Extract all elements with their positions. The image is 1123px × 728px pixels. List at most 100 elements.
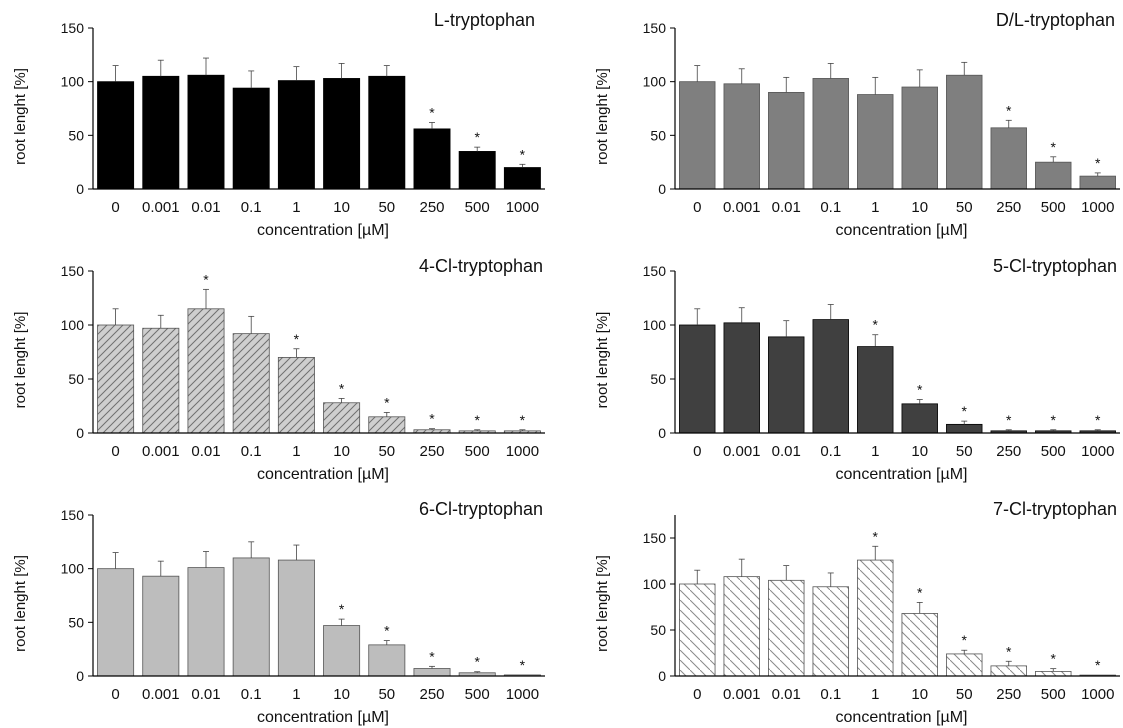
bar — [857, 346, 894, 434]
x-tick-label: 0 — [111, 686, 119, 703]
x-axis-label: concentration [µM] — [257, 709, 389, 726]
bar — [857, 559, 894, 677]
bar — [1079, 175, 1116, 190]
significance-marker: * — [474, 129, 480, 145]
significance-marker: * — [873, 528, 879, 544]
bar — [232, 557, 270, 677]
x-tick-label: 1000 — [1081, 686, 1114, 703]
bar — [679, 81, 716, 190]
y-tick-label: 0 — [658, 181, 666, 197]
x-tick-label: 250 — [996, 443, 1021, 460]
y-tick-label: 50 — [650, 127, 666, 143]
y-tick-label: 0 — [658, 668, 666, 684]
bar — [368, 416, 406, 434]
significance-marker: * — [1051, 139, 1057, 155]
x-tick-label: 0.001 — [723, 199, 761, 216]
x-tick-label: 10 — [333, 686, 350, 703]
x-tick-label: 0 — [693, 199, 701, 216]
bar — [679, 324, 716, 434]
chart-panel: 0 0.001 0.01 0.1 1 10 50 * 250 * 500 * 1000 0 50 100 150… — [594, 10, 1120, 239]
y-tick-label: 100 — [643, 576, 667, 592]
bar — [323, 78, 361, 190]
x-tick-label: 50 — [956, 199, 973, 216]
significance-marker: * — [1006, 412, 1012, 428]
bar — [413, 668, 451, 677]
x-tick-label: 500 — [465, 443, 490, 460]
x-tick-label: 500 — [1041, 443, 1066, 460]
significance-marker: * — [1095, 155, 1101, 171]
x-tick-label: 250 — [419, 199, 444, 216]
y-tick-label: 0 — [658, 425, 666, 441]
y-tick-label: 150 — [61, 20, 85, 36]
bar — [277, 356, 315, 434]
significance-marker: * — [962, 403, 968, 419]
x-tick-label: 1000 — [506, 443, 539, 460]
x-tick-label: 0.001 — [723, 686, 761, 703]
x-tick-label: 50 — [378, 199, 395, 216]
x-tick-label: 1000 — [506, 199, 539, 216]
x-tick-label: 0.01 — [772, 686, 801, 703]
x-tick-label: 0 — [693, 686, 701, 703]
x-tick-label: 0.01 — [191, 199, 220, 216]
x-tick-label: 250 — [996, 199, 1021, 216]
x-tick-label: 0.1 — [820, 686, 841, 703]
x-tick-label: 0.01 — [772, 443, 801, 460]
y-axis-label: root lenght [%] — [12, 312, 29, 409]
significance-marker: * — [1006, 102, 1012, 118]
x-tick-label: 0.01 — [772, 199, 801, 216]
significance-marker: * — [917, 382, 923, 398]
x-tick-label: 0.1 — [820, 199, 841, 216]
x-tick-label: 1 — [871, 443, 879, 460]
x-tick-label: 1000 — [1081, 199, 1114, 216]
y-axis-label: root lenght [%] — [594, 555, 611, 652]
x-tick-label: 1000 — [1081, 443, 1114, 460]
bar — [990, 665, 1027, 677]
y-tick-label: 150 — [643, 20, 667, 36]
chart-panel: 0 0.001 0.01 0.1 1 * 10 * 50 * 250 * 500 * 1000 0 50 100 1… — [12, 499, 545, 726]
x-axis-label: concentration [µM] — [836, 466, 968, 483]
bar — [97, 324, 135, 434]
x-tick-label: 0.001 — [723, 443, 761, 460]
chart-panel: 0 0.001 * 0.01 0.1 * 1 * 10 * 50 * 250 * 500 * 1000 0 50 10… — [12, 256, 545, 483]
y-tick-label: 150 — [61, 263, 85, 279]
bar — [990, 127, 1027, 190]
chart-panel: 0 0.001 0.01 0.1 1 10 50 * 250 * 500 * 1000 0 50 100 150… — [12, 10, 545, 239]
bar — [458, 151, 496, 190]
bar — [142, 327, 180, 434]
significance-marker: * — [1095, 412, 1101, 428]
x-tick-label: 0 — [111, 443, 119, 460]
x-tick-label: 0.1 — [241, 199, 262, 216]
bar — [187, 567, 225, 677]
bar — [946, 653, 983, 677]
x-tick-label: 1000 — [506, 686, 539, 703]
x-tick-label: 0.1 — [241, 443, 262, 460]
y-tick-label: 100 — [61, 317, 85, 333]
bar — [723, 83, 760, 190]
bar — [901, 403, 938, 434]
x-tick-label: 50 — [378, 443, 395, 460]
bar — [679, 583, 716, 677]
significance-marker: * — [474, 412, 480, 428]
significance-marker: * — [1095, 657, 1101, 673]
bar — [368, 644, 406, 677]
chart-panel: 0 0.001 0.01 0.1 * 1 * 10 * 50 * 250 * 500 * 1000 0 50 100… — [594, 256, 1120, 483]
chart-title: 4-Cl-tryptophan — [419, 256, 543, 276]
bar — [323, 625, 361, 677]
x-axis-label: concentration [µM] — [836, 709, 968, 726]
significance-marker: * — [429, 104, 435, 120]
bar — [946, 74, 983, 190]
x-tick-label: 50 — [956, 443, 973, 460]
bar — [1035, 161, 1072, 190]
x-tick-label: 10 — [911, 199, 928, 216]
y-tick-label: 150 — [61, 507, 85, 523]
x-tick-label: 10 — [333, 443, 350, 460]
significance-marker: * — [1051, 412, 1057, 428]
significance-marker: * — [339, 380, 345, 396]
significance-marker: * — [429, 648, 435, 664]
chart-title: D/L-tryptophan — [996, 10, 1115, 30]
x-tick-label: 0.1 — [820, 443, 841, 460]
significance-marker: * — [384, 394, 390, 410]
x-tick-label: 1 — [292, 443, 300, 460]
x-tick-label: 250 — [419, 443, 444, 460]
